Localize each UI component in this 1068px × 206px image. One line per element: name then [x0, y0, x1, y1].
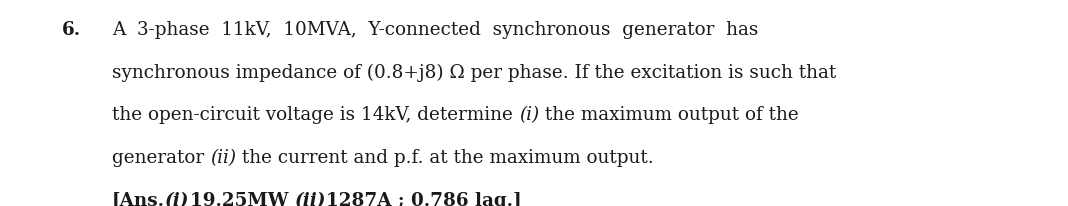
Text: the current and p.f. at the maximum output.: the current and p.f. at the maximum outp…	[236, 149, 654, 167]
Text: synchronous impedance of (0.8+j8) Ω per phase. If the excitation is such that: synchronous impedance of (0.8+j8) Ω per …	[112, 63, 836, 82]
Text: (i): (i)	[166, 192, 190, 206]
Text: (ii): (ii)	[295, 192, 326, 206]
Text: (i): (i)	[519, 106, 539, 124]
Text: 1287A ; 0.786 lag.]: 1287A ; 0.786 lag.]	[326, 192, 521, 206]
Text: (ii): (ii)	[210, 149, 236, 167]
Text: A  3-phase  11kV,  10MVA,  Y-connected  synchronous  generator  has: A 3-phase 11kV, 10MVA, Y-connected synch…	[112, 21, 758, 39]
Text: the maximum output of the: the maximum output of the	[539, 106, 799, 124]
Text: generator: generator	[112, 149, 210, 167]
Text: the open-circuit voltage is 14kV, determine: the open-circuit voltage is 14kV, determ…	[112, 106, 519, 124]
Text: 19.25MW: 19.25MW	[190, 192, 295, 206]
Text: [Ans.: [Ans.	[112, 192, 166, 206]
Text: 6.: 6.	[62, 21, 81, 39]
